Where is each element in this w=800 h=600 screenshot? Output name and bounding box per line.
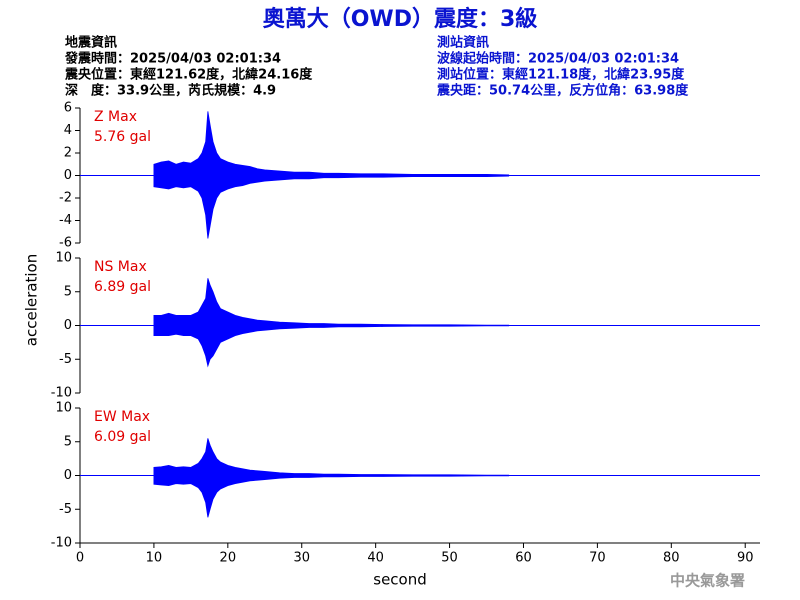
info-line: 地震資訊 (65, 35, 117, 51)
waveform-lower (153, 175, 510, 239)
y-tick-label: -5 (59, 502, 72, 517)
info-line: 發震時間：2025/04/03 02:01:34 (64, 51, 281, 67)
waveform-lower (153, 325, 510, 368)
x-tick-label: 50 (441, 551, 458, 566)
info-line: 測站位置：東經121.18度，北緯23.95度 (437, 67, 685, 83)
x-tick-label: 20 (220, 551, 237, 566)
waveform-lower (153, 475, 510, 518)
y-tick-label: -10 (51, 536, 72, 551)
y-tick-label: -4 (59, 213, 72, 228)
x-tick-label: 30 (293, 551, 310, 566)
component-label: NS Max (94, 259, 147, 275)
max-label: 5.76 gal (94, 129, 151, 145)
x-tick-label: 80 (663, 551, 680, 566)
waveform-upper (153, 438, 510, 476)
y-tick-label: 0 (64, 468, 72, 483)
y-axis-label: acceleration (23, 254, 41, 346)
info-line: 波線起始時間：2025/04/03 02:01:34 (437, 51, 679, 67)
waveform-upper (153, 111, 510, 176)
y-tick-label: 2 (64, 146, 72, 161)
x-tick-label: 70 (589, 551, 606, 566)
x-axis-label: second (373, 571, 427, 589)
max-label: 6.89 gal (94, 279, 151, 295)
info-line: 測站資訊 (437, 35, 489, 51)
y-tick-label: 10 (55, 401, 72, 416)
x-tick-label: 10 (146, 551, 163, 566)
chart-title: 奧萬大（OWD）震度：3級 (263, 6, 538, 32)
y-tick-label: 5 (64, 434, 72, 449)
waveform-upper (153, 278, 510, 326)
x-tick-label: 0 (76, 551, 84, 566)
footer: 中央氣象署 (670, 572, 745, 590)
event-info: 地震資訊 發震時間：2025/04/03 02:01:34 震央位置：東經121… (64, 35, 313, 99)
y-tick-label: 0 (64, 168, 72, 183)
info-line: 震央位置：東經121.62度，北緯24.16度 (64, 67, 313, 83)
y-tick-label: 4 (64, 123, 72, 138)
y-tick-label: -6 (59, 236, 72, 251)
component-label: Z Max (94, 109, 137, 125)
y-tick-label: 0 (64, 318, 72, 333)
info-line: 深 度：33.9公里，芮氏規模：4.9 (65, 83, 276, 99)
y-tick-label: -5 (59, 352, 72, 367)
component-label: EW Max (94, 409, 150, 425)
y-tick-label: -2 (59, 191, 72, 206)
x-tick-label: 60 (515, 551, 532, 566)
y-tick-label: 6 (64, 101, 72, 116)
y-tick-label: -10 (51, 386, 72, 401)
x-tick-label: 90 (737, 551, 754, 566)
x-tick-label: 40 (367, 551, 384, 566)
info-line: 震央距：50.74公里，反方位角：63.98度 (436, 83, 689, 99)
y-tick-label: 5 (64, 284, 72, 299)
station-info: 測站資訊 波線起始時間：2025/04/03 02:01:34 測站位置：東經1… (436, 35, 689, 99)
y-tick-label: 10 (55, 251, 72, 266)
max-label: 6.09 gal (94, 429, 151, 445)
